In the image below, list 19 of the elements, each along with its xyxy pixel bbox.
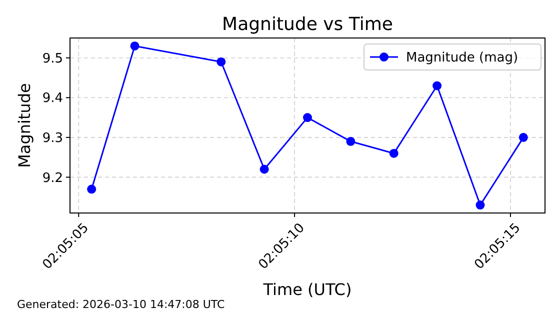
point <box>216 57 226 66</box>
x-axis-title: Time (UTC) <box>262 280 352 299</box>
point <box>87 184 96 194</box>
point <box>346 136 356 146</box>
point <box>302 113 312 122</box>
point <box>389 148 398 158</box>
y-tick-label: 9.3 <box>42 130 63 146</box>
y-axis-title: Magnitude <box>15 83 34 168</box>
point <box>260 164 269 174</box>
point <box>518 132 528 142</box>
y-tick-label: 9.5 <box>42 51 63 66</box>
text: Generated: 2026-03-10 14:47:08 UTC <box>17 298 226 311</box>
point <box>130 41 140 50</box>
legend-label: Magnitude (mag) <box>406 50 518 66</box>
chart-title: Magnitude vs Time <box>222 14 393 35</box>
y-tick-label: 9.2 <box>42 170 63 186</box>
point <box>476 200 485 210</box>
point <box>432 81 442 90</box>
y-tick-label: 9.4 <box>42 91 63 106</box>
